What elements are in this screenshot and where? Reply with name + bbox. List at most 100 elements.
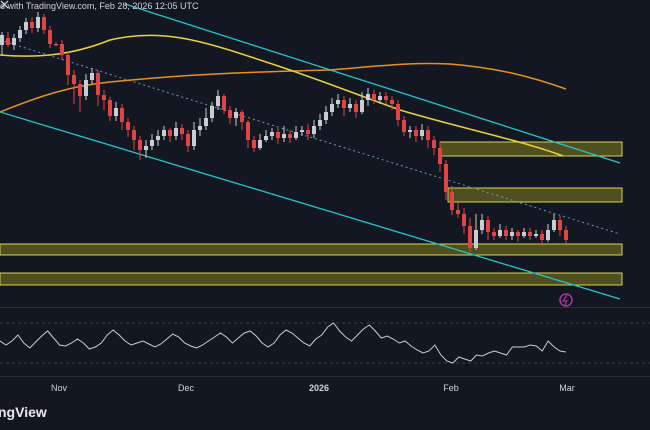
candlestick[interactable] <box>540 234 544 240</box>
candlestick[interactable] <box>486 220 490 232</box>
candlestick[interactable] <box>72 75 76 84</box>
candlestick[interactable] <box>330 104 334 112</box>
channel-midline[interactable] <box>0 39 621 235</box>
candlestick[interactable] <box>474 230 478 248</box>
candlestick[interactable] <box>144 146 148 150</box>
candlestick[interactable] <box>492 232 496 236</box>
candlestick[interactable] <box>288 134 292 138</box>
candlestick[interactable] <box>426 130 430 140</box>
candlestick[interactable] <box>240 112 244 122</box>
candlestick[interactable] <box>408 130 412 132</box>
candlestick[interactable] <box>420 130 424 136</box>
rsi-line[interactable] <box>0 322 567 364</box>
candlestick[interactable] <box>528 232 532 236</box>
support-zone-upper[interactable] <box>0 243 623 256</box>
candlestick[interactable] <box>150 140 154 146</box>
candlestick[interactable] <box>558 220 562 230</box>
candlestick[interactable] <box>564 230 568 240</box>
candlestick[interactable] <box>114 108 118 116</box>
candlestick[interactable] <box>6 38 10 45</box>
candlestick[interactable] <box>402 120 406 132</box>
candlestick[interactable] <box>84 80 88 96</box>
candlestick[interactable] <box>378 96 382 100</box>
candlestick[interactable] <box>336 100 340 104</box>
candlestick[interactable] <box>24 22 28 30</box>
candlestick[interactable] <box>180 128 184 134</box>
candlestick[interactable] <box>534 234 538 236</box>
candlestick[interactable] <box>156 136 160 140</box>
candlestick[interactable] <box>174 128 178 136</box>
candlestick[interactable] <box>306 130 310 134</box>
replay-icon[interactable] <box>559 293 573 307</box>
support-zone-lower[interactable] <box>0 272 623 286</box>
candlestick[interactable] <box>186 134 190 146</box>
candlestick[interactable] <box>546 230 550 240</box>
candlestick[interactable] <box>228 110 232 118</box>
candlestick[interactable] <box>414 130 418 136</box>
candlestick[interactable] <box>132 130 136 140</box>
candlestick[interactable] <box>18 30 22 38</box>
candlestick[interactable] <box>384 96 388 100</box>
candlestick[interactable] <box>432 140 436 148</box>
moving-average-orange[interactable] <box>0 62 567 113</box>
candlestick[interactable] <box>450 192 454 210</box>
candlestick[interactable] <box>282 134 286 138</box>
candlestick[interactable] <box>360 100 364 112</box>
candlestick[interactable] <box>276 132 280 138</box>
pane-separator[interactable] <box>0 307 650 308</box>
candlestick[interactable] <box>354 104 358 112</box>
candlestick[interactable] <box>60 44 64 55</box>
candlestick[interactable] <box>312 126 316 134</box>
candlestick[interactable] <box>444 164 448 192</box>
candlestick[interactable] <box>504 230 508 236</box>
candlestick[interactable] <box>102 95 106 100</box>
resistance-zone-upper[interactable] <box>439 141 623 157</box>
candlestick[interactable] <box>96 73 100 95</box>
candlestick[interactable] <box>498 230 502 236</box>
candlestick[interactable] <box>456 210 460 214</box>
candlestick[interactable] <box>552 220 556 230</box>
candlestick[interactable] <box>66 55 70 75</box>
candlestick[interactable] <box>372 94 376 100</box>
candlestick[interactable] <box>222 96 226 110</box>
candlestick[interactable] <box>30 22 34 28</box>
candlestick[interactable] <box>204 118 208 126</box>
close-icon[interactable] <box>0 0 9 9</box>
candlestick[interactable] <box>366 94 370 100</box>
candlestick[interactable] <box>522 232 526 236</box>
candlestick[interactable] <box>300 130 304 132</box>
candlestick[interactable] <box>36 17 40 28</box>
candlestick[interactable] <box>90 73 94 80</box>
candlestick[interactable] <box>342 100 346 108</box>
resistance-zone-lower[interactable] <box>447 187 623 203</box>
channel-upper-line[interactable] <box>124 3 621 164</box>
candlestick[interactable] <box>48 30 52 44</box>
moving-average-yellow[interactable] <box>0 34 564 157</box>
candlestick[interactable] <box>390 100 394 104</box>
candlestick[interactable] <box>468 226 472 248</box>
candlestick[interactable] <box>264 136 268 140</box>
candlestick[interactable] <box>210 106 214 118</box>
candlestick[interactable] <box>318 120 322 126</box>
candlestick[interactable] <box>324 112 328 120</box>
candlestick[interactable] <box>126 122 130 130</box>
candlestick[interactable] <box>348 104 352 108</box>
candlestick[interactable] <box>198 126 202 130</box>
candlestick[interactable] <box>12 38 16 45</box>
candlestick[interactable] <box>216 96 220 106</box>
candlestick[interactable] <box>438 148 442 164</box>
candlestick[interactable] <box>138 140 142 150</box>
candlestick[interactable] <box>396 104 400 120</box>
candlestick[interactable] <box>510 232 514 236</box>
candlestick[interactable] <box>192 130 196 146</box>
candlestick[interactable] <box>168 130 172 136</box>
candlestick[interactable] <box>42 17 46 30</box>
candlestick[interactable] <box>462 214 466 226</box>
candlestick[interactable] <box>294 132 298 138</box>
candlestick[interactable] <box>162 130 166 136</box>
candlestick[interactable] <box>480 220 484 230</box>
candlestick[interactable] <box>516 232 520 236</box>
candlestick[interactable] <box>252 140 256 148</box>
